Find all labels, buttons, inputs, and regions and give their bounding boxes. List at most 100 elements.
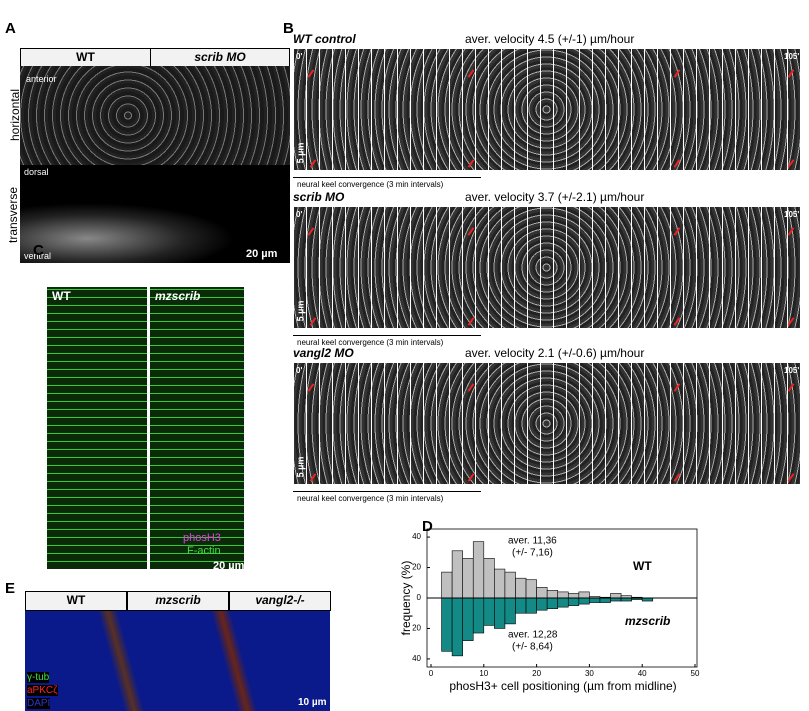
legend-label: mzscrib [625, 614, 670, 628]
bar [504, 571, 516, 599]
label: 105' [784, 366, 800, 375]
bar [599, 597, 611, 603]
bar [589, 597, 601, 603]
bar [451, 597, 463, 657]
caption: neural keel convergence (3 min intervals… [297, 180, 444, 189]
bar [557, 597, 569, 608]
bar [536, 597, 548, 611]
label: WT [52, 289, 71, 303]
legend-label: F-actin [187, 545, 221, 557]
bar [546, 590, 559, 599]
scale-bar-label: 5 µm [295, 142, 306, 164]
x-tick-label: 10 [479, 669, 488, 678]
y-tick-label: 40 [412, 654, 421, 663]
y-tick-label: 40 [412, 532, 421, 541]
x-tick-label: 20 [532, 669, 541, 678]
x-tick-label: 30 [585, 669, 594, 678]
micrograph [293, 363, 800, 484]
micrograph [150, 287, 244, 569]
bar [536, 587, 548, 599]
header: vangl2-/- [229, 591, 331, 611]
panel-label: D [422, 518, 433, 535]
caption: neural keel convergence (3 min intervals… [297, 338, 444, 347]
header: mzscrib [127, 591, 229, 611]
arrow-line [293, 177, 481, 178]
panel-label: B [283, 20, 294, 37]
annotation: aver. 12,28 [508, 630, 558, 641]
bar [462, 597, 474, 641]
caption: neural keel convergence (3 min intervals… [297, 494, 444, 503]
annotation: aver. 11,36 [508, 536, 557, 547]
bar [504, 597, 516, 625]
arrow-line [293, 335, 481, 336]
bar [494, 597, 506, 629]
y-tick-label: 20 [412, 624, 421, 633]
y-axis-label: frequency (%) [399, 561, 413, 636]
bar [483, 558, 495, 599]
micrograph [20, 66, 290, 165]
legend-label: WT [633, 559, 652, 573]
bar [578, 591, 590, 599]
bar [494, 568, 506, 599]
label: 0' [296, 52, 303, 61]
arrow-line [293, 491, 481, 492]
label: 0' [296, 210, 303, 219]
header: WT [20, 48, 151, 67]
bar [610, 593, 622, 599]
row-title: vangl2 MO [293, 346, 354, 360]
x-tick-label: 40 [638, 669, 647, 678]
bar [515, 597, 527, 614]
micrograph [20, 165, 290, 263]
scale-bar-label: 5 µm [295, 300, 306, 322]
annotation: (+/- 7,16) [512, 548, 553, 559]
bar [578, 597, 590, 605]
annotation: (+/- 8,64) [512, 642, 553, 653]
micrograph [293, 207, 800, 328]
micrograph [293, 49, 800, 170]
bar [441, 571, 453, 599]
scale-bar-label: 20 µm [246, 248, 278, 260]
label: 0' [296, 366, 303, 375]
legend-label: γ-tub [27, 672, 50, 683]
bar [557, 591, 569, 599]
bar [525, 579, 537, 599]
bar [567, 593, 580, 599]
panel-label: E [5, 580, 16, 597]
velocity: aver. velocity 4.5 (+/-1) µm/hour [465, 32, 635, 46]
bar [472, 597, 485, 634]
panel-label: C [33, 242, 44, 259]
x-tick-label: 0 [429, 669, 434, 678]
legend-label: aPKCζ [27, 685, 58, 696]
micrograph [25, 611, 330, 711]
label: dorsal [24, 167, 49, 177]
panel-label: A [5, 20, 16, 37]
label: ventral [24, 251, 52, 261]
bar [515, 577, 527, 599]
bar [483, 597, 495, 626]
legend-label: phosH3 [183, 532, 221, 544]
y-tick-label: 0 [417, 593, 422, 602]
header: WT [25, 591, 127, 611]
x-tick-label: 50 [691, 669, 700, 678]
scale-bar-label: 5 µm [295, 456, 306, 478]
histogram: 40 20 0 20 40 0 10 20 30 40 50 WT mzscrib aver. 11,36… [399, 528, 700, 693]
scale-bar-label: 20 µm [213, 560, 245, 572]
header: scrib MO [150, 48, 290, 67]
bar [525, 597, 537, 614]
row-title: scrib MO [293, 190, 345, 204]
x-axis-label: phosH3+ cell positioning (µm from midlin… [449, 679, 676, 693]
bar [441, 597, 453, 652]
label: mzscrib [155, 289, 201, 303]
velocity: aver. velocity 2.1 (+/-0.6) µm/hour [465, 346, 645, 360]
micrograph [47, 287, 147, 569]
bar [451, 550, 463, 599]
bar [567, 597, 580, 606]
label: anterior [26, 74, 57, 84]
bar [546, 597, 559, 609]
row-label: transverse [6, 186, 20, 244]
row-label: horizontal [8, 88, 22, 142]
scale-bar-label: 10 µm [298, 697, 327, 708]
label: 105' [784, 52, 800, 61]
label: 105' [784, 210, 800, 219]
